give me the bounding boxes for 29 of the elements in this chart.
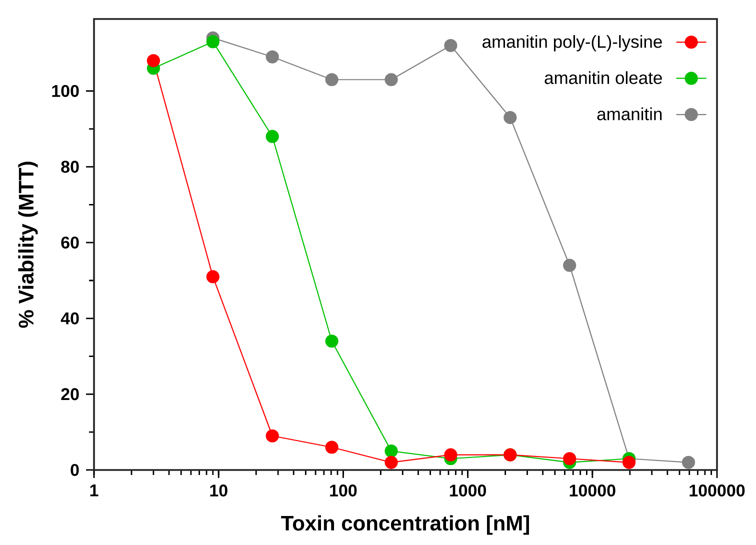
legend-label: amanitin poly-(L)-lysine (482, 35, 662, 52)
y-tick-label: 0 (70, 464, 79, 476)
point (563, 452, 576, 466)
y-axis-title: % Viability (MTT) (18, 162, 38, 328)
point (384, 456, 398, 469)
x-tick-label: 100000 (690, 484, 745, 497)
legend-label: amanitin oleate (544, 71, 662, 84)
x-tick-label: 10000 (570, 484, 616, 497)
x-tick-label: 10 (210, 484, 228, 497)
legend-label: amanitin (597, 107, 662, 120)
y-tick-label: 80 (61, 160, 79, 173)
y-tick-label: 100 (52, 84, 79, 98)
point (266, 130, 279, 144)
point (146, 54, 160, 68)
point (206, 35, 220, 48)
y-tick-label: 60 (61, 236, 79, 249)
point (384, 444, 398, 458)
point (622, 456, 636, 469)
point (325, 334, 338, 348)
point (266, 429, 279, 442)
x-tick-label: 1000 (450, 484, 486, 497)
x-tick-label: 1 (90, 484, 98, 496)
point (325, 440, 338, 454)
y-tick-label: 20 (61, 388, 79, 400)
y-tick-label: 40 (60, 312, 79, 324)
point (444, 448, 458, 462)
x-axis-title: Toxin concentration [nM] (281, 515, 529, 535)
point (206, 270, 220, 284)
x-tick-label: 100 (330, 484, 357, 497)
